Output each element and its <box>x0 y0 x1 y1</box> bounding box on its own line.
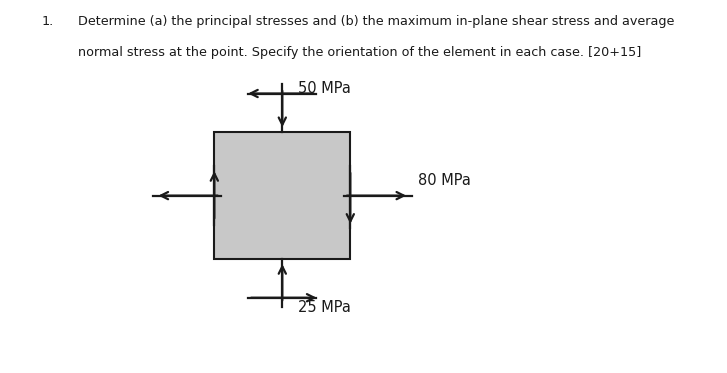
Text: 25 MPa: 25 MPa <box>298 300 350 314</box>
Text: 50 MPa: 50 MPa <box>298 81 350 96</box>
Text: 1.: 1. <box>41 15 54 28</box>
Text: normal stress at the point. Specify the orientation of the element in each case.: normal stress at the point. Specify the … <box>79 46 642 59</box>
Text: 80 MPa: 80 MPa <box>418 173 471 188</box>
Text: Determine (a) the principal stresses and (b) the maximum in-plane shear stress a: Determine (a) the principal stresses and… <box>79 15 675 28</box>
Bar <box>214 132 350 260</box>
